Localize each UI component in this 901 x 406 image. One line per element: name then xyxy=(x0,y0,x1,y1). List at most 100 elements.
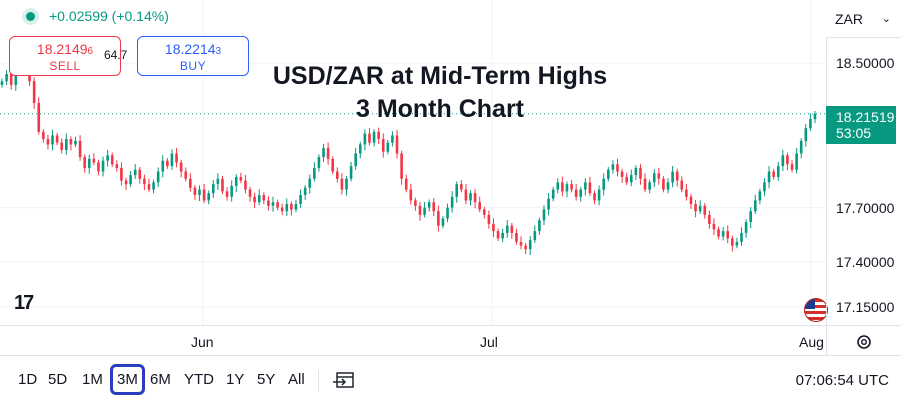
candle-body xyxy=(432,202,436,212)
candle-body xyxy=(106,155,109,161)
candle-body xyxy=(570,184,573,190)
candle-body xyxy=(377,131,380,140)
candle-body xyxy=(262,195,266,201)
candle-body xyxy=(5,74,8,82)
chart-settings-button[interactable] xyxy=(826,325,901,356)
buy-price-pip: 3 xyxy=(215,46,222,57)
candle-body xyxy=(753,200,757,212)
range-button-ytd[interactable]: YTD xyxy=(184,371,214,388)
candle-body xyxy=(744,222,748,233)
candle-body xyxy=(593,193,596,201)
range-button-1m[interactable]: 1M xyxy=(82,371,103,388)
candle-body xyxy=(230,185,233,197)
price-tick-label: 17.40000 xyxy=(836,253,895,270)
candle-body xyxy=(685,189,688,197)
candle-body xyxy=(345,178,348,190)
candle-body xyxy=(721,231,725,237)
candlestick-chart xyxy=(0,0,826,325)
candle-body xyxy=(336,171,339,179)
candle-body xyxy=(124,180,128,185)
candle-body xyxy=(115,164,119,168)
candle-body xyxy=(790,164,794,170)
buy-button[interactable]: 18.22143 BUY xyxy=(137,36,249,76)
candle-body xyxy=(78,140,82,158)
range-button-1d[interactable]: 1D xyxy=(18,371,38,388)
candle-body xyxy=(698,205,702,212)
candle-body xyxy=(799,140,803,154)
candle-body xyxy=(648,182,651,190)
date-range-icon[interactable] xyxy=(333,369,357,391)
price-axis[interactable]: 18.50000 17.70000 17.40000 17.15000 xyxy=(826,0,901,325)
candle-body xyxy=(138,169,142,179)
candle-body xyxy=(51,135,54,145)
candle-body xyxy=(129,175,132,185)
candle-body xyxy=(299,195,302,205)
candle-body xyxy=(469,193,472,201)
candle-body xyxy=(349,166,353,179)
candle-body xyxy=(386,142,390,152)
candle-body xyxy=(152,182,155,190)
candle-body xyxy=(42,131,45,140)
candle-body xyxy=(496,231,500,239)
candle-body xyxy=(675,171,679,181)
currency-select[interactable]: ZAR ⌄ xyxy=(826,0,901,38)
candle-body xyxy=(244,180,247,190)
candle-body xyxy=(708,214,711,224)
candle-body xyxy=(639,167,642,179)
candle-body xyxy=(588,182,592,194)
utc-clock[interactable]: 07:06:54 UTC xyxy=(795,372,889,389)
chart-title: USD/ZAR at Mid-Term Highs xyxy=(272,62,608,90)
candle-body xyxy=(143,178,146,185)
candle-body xyxy=(101,160,105,172)
toolbar-divider xyxy=(318,370,319,392)
range-button-1y[interactable]: 1Y xyxy=(226,371,245,388)
candle-body xyxy=(74,140,77,145)
candle-body xyxy=(248,189,252,197)
candle-body xyxy=(189,178,192,188)
candle-body xyxy=(368,133,371,143)
time-tick-label: Jul xyxy=(480,334,498,350)
candle-body xyxy=(542,209,546,221)
range-button-6m[interactable]: 6M xyxy=(150,371,171,388)
range-button-all[interactable]: All xyxy=(288,371,305,388)
candle-body xyxy=(607,169,610,179)
candle-body xyxy=(712,223,716,230)
candle-body xyxy=(538,220,541,232)
candle-body xyxy=(533,231,537,241)
candle-body xyxy=(717,229,720,237)
candle-body xyxy=(731,238,734,246)
candle-body xyxy=(253,196,256,203)
candle-body xyxy=(234,176,238,186)
candle-body xyxy=(184,171,188,179)
candle-body xyxy=(326,148,330,159)
candle-body xyxy=(813,113,817,120)
range-button-5d[interactable]: 5D xyxy=(48,371,68,388)
tradingview-logo-icon[interactable]: 17 xyxy=(14,292,34,314)
candle-body xyxy=(193,187,197,195)
time-tick-label: Aug xyxy=(799,334,824,350)
candle-body xyxy=(561,182,564,192)
candle-body xyxy=(363,133,367,145)
candle-body xyxy=(391,135,394,143)
sell-button[interactable]: 18.21496 SELL xyxy=(9,36,121,76)
candle-body xyxy=(437,211,440,226)
candle-body xyxy=(680,180,684,190)
candle-body xyxy=(767,171,771,183)
candle-body xyxy=(290,204,293,210)
range-button-5y[interactable]: 5Y xyxy=(257,371,276,388)
candle-body xyxy=(473,193,477,203)
candle-body xyxy=(616,164,619,172)
chart-area[interactable] xyxy=(0,0,826,325)
candle-body xyxy=(65,139,68,150)
candle-body xyxy=(492,223,495,232)
us-flag-icon[interactable] xyxy=(804,298,828,322)
time-axis[interactable]: Jun Jul Aug xyxy=(0,325,826,356)
range-button-3m[interactable]: 3M xyxy=(110,364,145,395)
candle-body xyxy=(611,164,615,170)
candle-body xyxy=(280,207,284,212)
candle-body xyxy=(46,139,50,145)
candle-body xyxy=(501,232,504,239)
candle-body xyxy=(795,153,798,170)
candle-body xyxy=(524,245,527,250)
price-change: +0.02599 (+0.14%) xyxy=(49,8,169,24)
